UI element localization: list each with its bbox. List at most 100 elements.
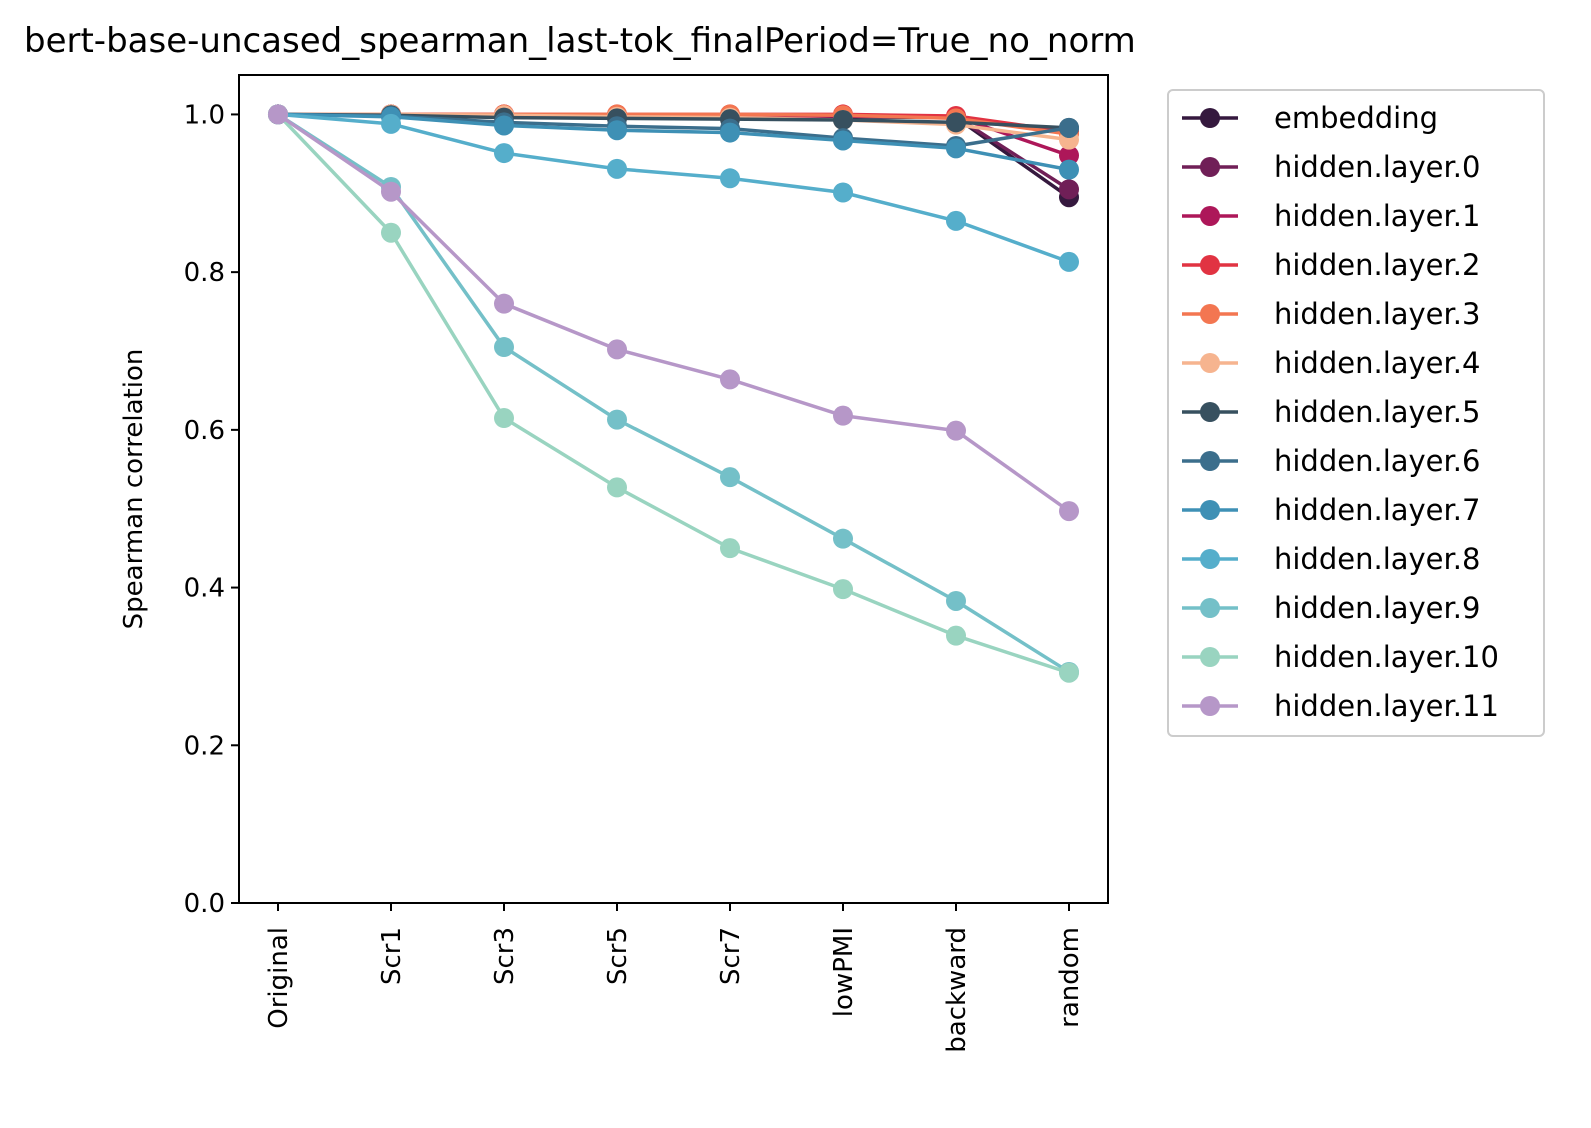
legend-marker [1200, 402, 1220, 422]
legend-items: embedding hidden.layer.0 hidden.layer.1 hid… [1182, 101, 1499, 723]
legend-marker [1200, 598, 1220, 618]
data-point [833, 182, 853, 203]
legend-item[interactable]: hidden.layer.2 [1182, 248, 1480, 282]
series-hidden-layer-11 [268, 104, 1079, 522]
data-point [268, 104, 288, 125]
data-point [946, 420, 966, 441]
data-point [833, 109, 853, 130]
data-point [1059, 251, 1079, 272]
legend-frame [1167, 89, 1545, 737]
data-point [607, 339, 627, 360]
legend-label: hidden.layer.11 [1274, 689, 1499, 723]
legend-label: hidden.layer.5 [1274, 395, 1480, 429]
data-point [381, 113, 401, 134]
legend-marker [1200, 206, 1220, 226]
legend-item[interactable]: hidden.layer.7 [1182, 493, 1480, 527]
legend-label: hidden.layer.2 [1274, 248, 1480, 282]
legend-marker [1200, 353, 1220, 373]
x-tick-label: Scr3 [490, 927, 520, 985]
legend-label: hidden.layer.7 [1274, 493, 1480, 527]
data-point [720, 467, 740, 488]
legend-item[interactable]: hidden.layer.8 [1182, 542, 1480, 576]
data-point [494, 408, 514, 429]
series-line [277, 112, 1071, 513]
data-point [946, 210, 966, 231]
data-point [720, 369, 740, 390]
series-line [276, 113, 1070, 675]
legend-item[interactable]: embedding [1182, 101, 1438, 135]
legend-marker [1200, 255, 1220, 275]
legend-item[interactable]: hidden.layer.3 [1182, 297, 1480, 331]
x-tick-label: Scr5 [603, 927, 633, 985]
legend[interactable]: embedding hidden.layer.0 hidden.layer.1 hid… [1167, 89, 1545, 737]
series-line [277, 112, 1070, 674]
legend-item[interactable]: hidden.layer.10 [1182, 640, 1499, 674]
data-point [494, 337, 514, 358]
legend-label: hidden.layer.3 [1274, 297, 1480, 331]
legend-item[interactable]: hidden.layer.4 [1182, 346, 1480, 380]
legend-marker [1200, 451, 1220, 471]
x-tick-label: Original [264, 927, 294, 1029]
chart-title: bert-base-uncased_spearman_last-tok_fina… [24, 21, 1136, 61]
data-point [1059, 179, 1079, 200]
legend-label: hidden.layer.6 [1274, 444, 1480, 478]
y-axis: 0.0 0.2 0.4 0.6 0.8 1.0 [184, 100, 239, 919]
legend-marker [1200, 304, 1220, 324]
legend-marker [1200, 157, 1220, 177]
data-point [946, 112, 966, 133]
legend-item[interactable]: hidden.layer.1 [1182, 199, 1480, 233]
data-point [607, 120, 627, 141]
data-point [381, 181, 401, 202]
legend-label: hidden.layer.9 [1274, 591, 1480, 625]
data-point [946, 138, 966, 159]
data-point [494, 293, 514, 314]
data-point [720, 122, 740, 143]
legend-label: hidden.layer.8 [1274, 542, 1480, 576]
series-layer [268, 104, 1079, 683]
data-point [381, 222, 401, 243]
data-point [720, 168, 740, 189]
data-point [607, 158, 627, 179]
legend-marker [1200, 647, 1220, 667]
series-hidden-layer-10 [268, 104, 1079, 683]
legend-marker [1200, 696, 1220, 716]
legend-item[interactable]: hidden.layer.9 [1182, 591, 1480, 625]
x-tick-label: Scr7 [716, 927, 746, 985]
data-point [607, 409, 627, 430]
series-line [277, 112, 1070, 172]
legend-marker [1200, 108, 1220, 128]
data-point [946, 590, 966, 611]
legend-marker [1200, 500, 1220, 520]
x-tick-label: Scr1 [377, 927, 407, 985]
series-line [277, 112, 1070, 264]
legend-label: hidden.layer.1 [1274, 199, 1480, 233]
data-point [494, 115, 514, 136]
y-tick-label: 0.2 [184, 731, 225, 761]
data-point [1059, 501, 1079, 522]
legend-label: hidden.layer.0 [1274, 150, 1480, 184]
data-point [833, 528, 853, 549]
series-hidden-layer-7 [268, 104, 1079, 180]
data-point [833, 130, 853, 151]
x-tick-label: backward [942, 927, 972, 1053]
legend-item[interactable]: hidden.layer.11 [1182, 689, 1499, 723]
x-tick-label: lowPMI [829, 927, 859, 1017]
y-tick-label: 0.4 [184, 574, 225, 604]
data-point [1059, 662, 1079, 683]
legend-label: embedding [1274, 101, 1438, 135]
legend-item[interactable]: hidden.layer.6 [1182, 444, 1480, 478]
legend-item[interactable]: hidden.layer.0 [1182, 150, 1480, 184]
data-point [494, 143, 514, 164]
data-point [607, 477, 627, 498]
data-point [833, 579, 853, 600]
y-tick-label: 0.6 [184, 416, 225, 446]
data-point [1059, 145, 1079, 166]
y-tick-label: 1.0 [184, 100, 225, 130]
data-point [1059, 159, 1079, 180]
y-tick-label: 0.0 [184, 889, 225, 919]
legend-marker [1200, 549, 1220, 569]
legend-item[interactable]: hidden.layer.5 [1182, 395, 1480, 429]
x-tick-label: random [1055, 927, 1085, 1028]
data-point [946, 625, 966, 646]
